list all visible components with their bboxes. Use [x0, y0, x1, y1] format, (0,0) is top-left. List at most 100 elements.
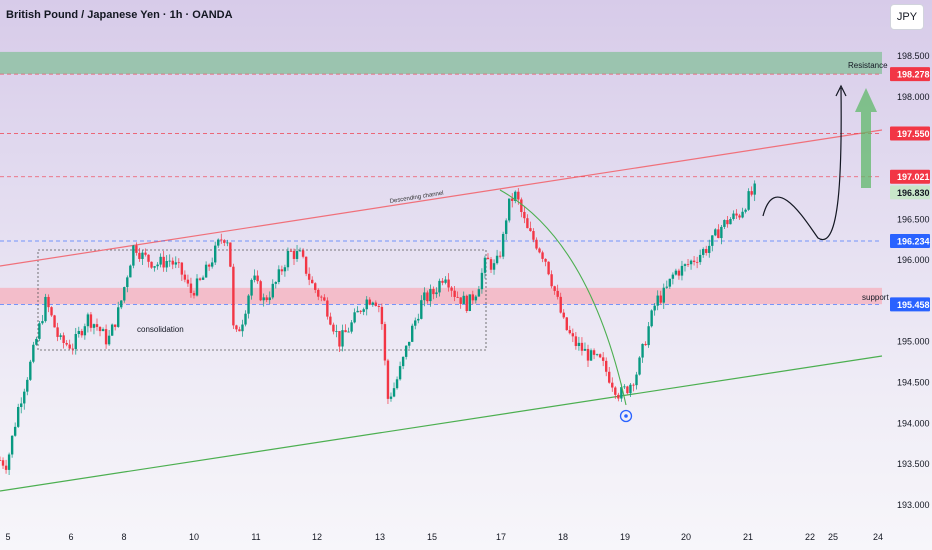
price-label: 196.234	[897, 236, 930, 246]
candle-body	[680, 265, 684, 276]
candle-body	[665, 286, 669, 288]
candle-body	[432, 289, 435, 295]
x-tick-label: 13	[375, 532, 385, 542]
y-tick-label: 193.000	[897, 500, 930, 510]
candle-body	[407, 341, 411, 346]
candle-body	[729, 219, 732, 225]
resistance-label: Resistance	[848, 61, 888, 70]
candle-body	[253, 275, 256, 280]
candle-body	[77, 330, 81, 335]
candle-body	[626, 386, 629, 394]
candle-body	[577, 342, 581, 346]
candle-body	[365, 299, 368, 310]
candle-body	[226, 242, 229, 244]
candle-body	[398, 366, 402, 380]
candle-body	[435, 292, 438, 295]
candle-body	[259, 281, 262, 301]
candle-body	[474, 296, 478, 301]
candle-body	[617, 394, 620, 399]
y-tick-label: 196.000	[897, 255, 930, 265]
candle-body	[207, 264, 211, 267]
candle-body	[323, 297, 326, 301]
candle-body	[344, 330, 347, 333]
x-tick-label: 11	[251, 532, 260, 542]
candle-body	[480, 272, 484, 290]
x-tick-label: 18	[558, 532, 568, 542]
support-label: support	[862, 293, 889, 302]
candle-body	[238, 329, 241, 332]
price-label-bg	[890, 297, 930, 312]
candle-body	[347, 331, 350, 333]
candle-body	[717, 229, 720, 239]
candle-body	[608, 371, 611, 383]
candle-body	[307, 273, 311, 280]
candle-body	[614, 387, 617, 395]
descending-channel-label: Descending channel	[389, 191, 444, 205]
candle-body	[35, 338, 38, 345]
candle-body	[210, 262, 214, 267]
currency-button[interactable]: JPY	[890, 4, 924, 30]
candle-body	[411, 325, 414, 342]
candle-body	[23, 391, 26, 404]
candle-body	[371, 302, 375, 305]
candle-body	[286, 250, 290, 268]
candle-body	[514, 191, 517, 201]
candle-body	[183, 274, 187, 280]
candle-body	[386, 360, 390, 399]
candle-body	[486, 257, 490, 260]
candle-body	[1, 460, 5, 466]
candle-body	[295, 251, 299, 259]
candle-body	[47, 296, 50, 308]
candle-body	[101, 329, 105, 332]
candle-body	[95, 324, 99, 327]
x-axis: 5 6 8 10 11 12 13 15 17 18 19 20 21 22 24 25	[5, 532, 883, 542]
candle-body	[638, 357, 641, 375]
candle-body	[471, 294, 475, 301]
y-axis: 193.000193.500194.000194.500195.000195.5…	[890, 51, 930, 510]
candle-body	[20, 403, 23, 407]
channel-lower-line	[0, 355, 883, 492]
candle-body	[153, 266, 156, 268]
candle-body	[438, 280, 441, 293]
candle-body	[32, 344, 35, 362]
x-tick-label: 15	[427, 532, 437, 542]
channel-upper-line	[0, 129, 883, 267]
candle-body	[447, 279, 450, 288]
candle-body	[268, 297, 271, 301]
candle-body	[165, 261, 168, 268]
candle-body	[271, 283, 274, 298]
candle-body	[529, 228, 532, 232]
candle-body	[92, 324, 96, 328]
candle-body	[611, 382, 614, 388]
candle-body	[156, 264, 159, 267]
y-tick-label: 193.500	[897, 459, 930, 469]
candle-body	[632, 384, 635, 386]
candle-body	[298, 250, 302, 252]
zone-resistance	[0, 51, 882, 74]
candle-body	[641, 343, 644, 358]
price-label: 197.021	[897, 172, 930, 182]
candle-body	[232, 266, 235, 326]
candle-body	[110, 324, 114, 336]
candle-body	[562, 312, 565, 318]
target-arrow	[855, 88, 877, 188]
candle-body	[44, 296, 47, 322]
x-tick-label: 24	[873, 532, 883, 542]
candle-body	[65, 342, 68, 345]
price-label-bg	[890, 126, 930, 141]
candle-body	[692, 260, 696, 262]
candle-body	[317, 289, 320, 297]
candle-body	[138, 252, 141, 259]
candle-body	[74, 334, 77, 349]
x-tick-label: 5	[5, 532, 10, 542]
candle-body	[332, 324, 335, 332]
candle-body	[192, 292, 196, 296]
candle-body	[459, 297, 462, 304]
candle-body	[483, 257, 487, 273]
y-tick-label: 198.500	[897, 51, 930, 61]
candle-body	[629, 384, 632, 394]
candle-body	[314, 283, 317, 290]
candle-body	[41, 321, 44, 324]
candle-body	[171, 260, 174, 265]
